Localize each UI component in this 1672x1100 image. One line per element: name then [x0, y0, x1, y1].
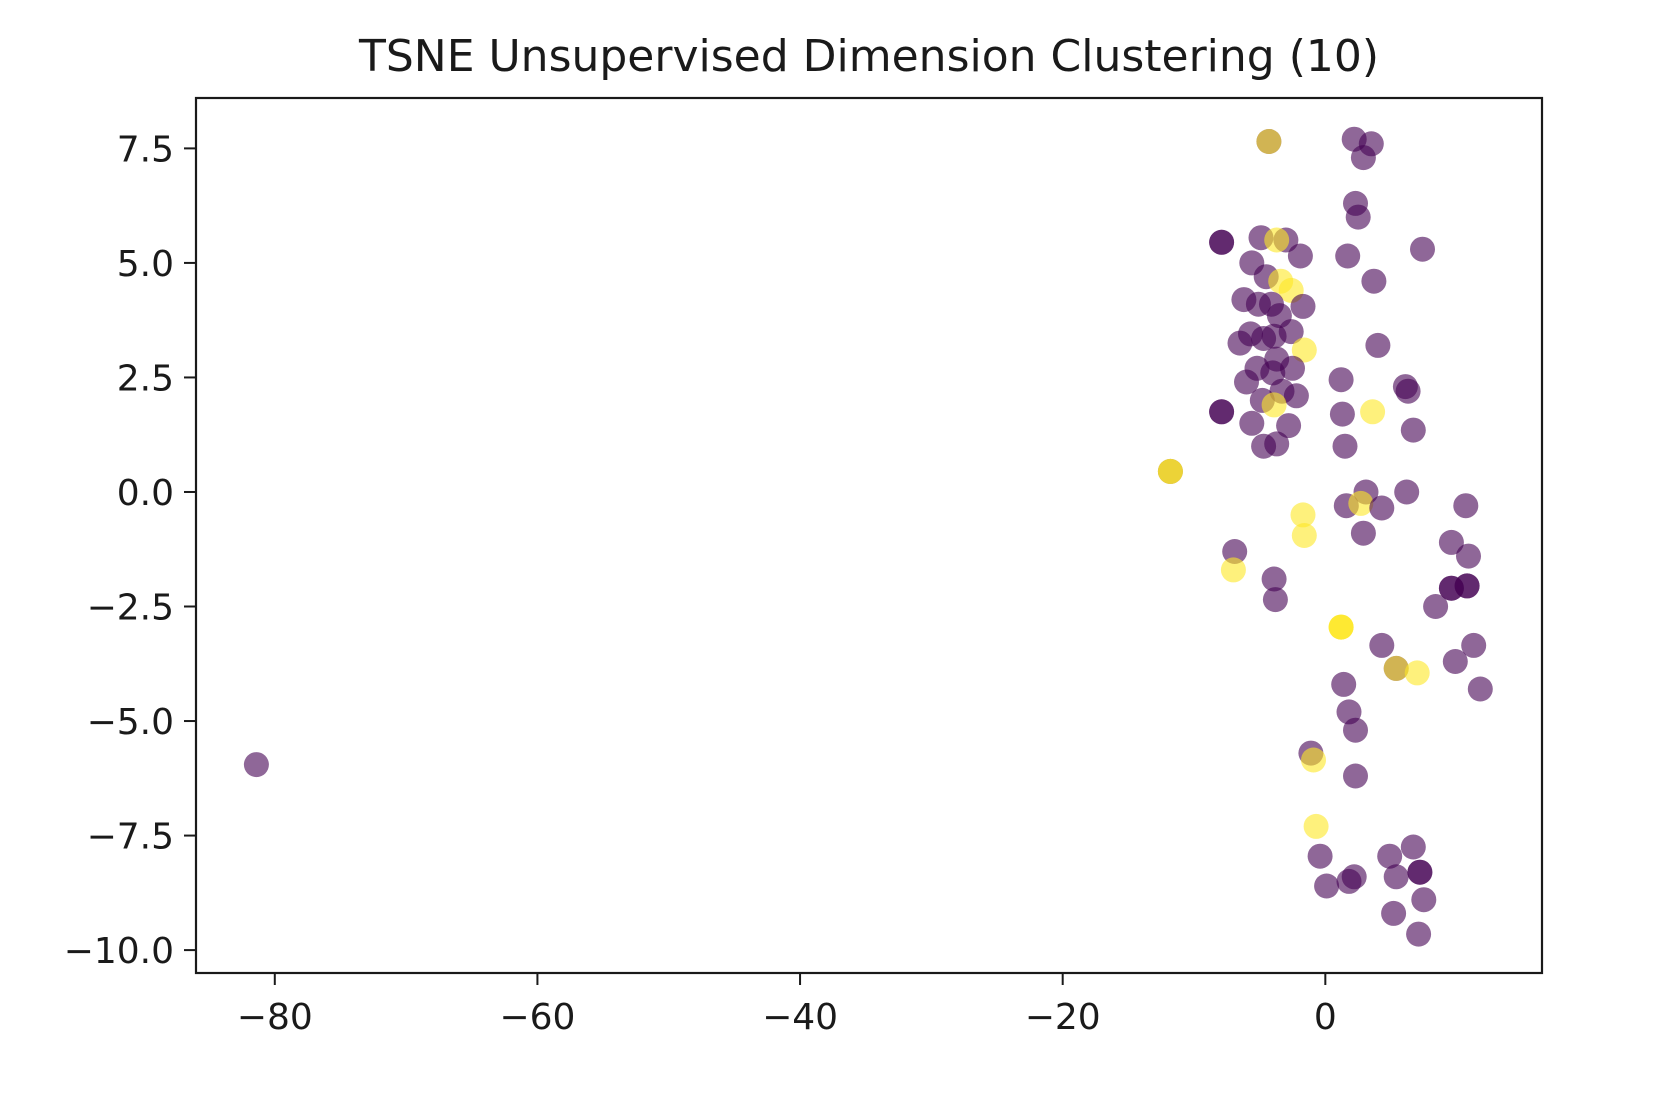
data-point-42 — [1209, 399, 1235, 425]
data-point-46 — [1264, 431, 1290, 457]
y-tick-label-3: 0.0 — [117, 473, 174, 514]
data-point-66 — [1350, 520, 1376, 546]
data-point-63 — [1453, 493, 1479, 519]
data-point-71 — [1261, 566, 1287, 592]
data-point-70 — [1220, 557, 1246, 583]
data-point-51 — [1365, 332, 1391, 358]
data-point-30 — [1227, 330, 1253, 356]
data-point-80 — [1328, 614, 1354, 640]
data-point-36 — [1234, 369, 1259, 395]
y-tick-label-7: −10.0 — [64, 931, 174, 972]
data-point-96 — [1400, 834, 1426, 860]
data-point-69 — [1222, 539, 1248, 564]
data-point-68 — [1456, 543, 1481, 569]
data-point-49 — [1329, 401, 1355, 427]
data-point-95 — [1307, 843, 1333, 869]
data-point-9 — [1335, 243, 1361, 269]
plot-frame — [194, 96, 1544, 975]
data-point-2 — [1256, 129, 1282, 154]
data-point-105 — [1381, 900, 1407, 926]
data-point-47 — [1328, 367, 1354, 393]
data-point-92 — [1301, 747, 1326, 773]
y-axis: 7.5 5.0 2.5 0.0 −2.5 −5.0 −7.5 −10.0 — [64, 129, 196, 972]
x-tick-label-1: −60 — [499, 997, 575, 1038]
data-point-93 — [1343, 763, 1368, 789]
data-point-53 — [1395, 378, 1421, 404]
data-point-54 — [1400, 417, 1426, 443]
data-point-43 — [1239, 410, 1265, 436]
data-point-29 — [1278, 319, 1304, 345]
data-point-59 — [1394, 479, 1420, 505]
x-axis: −80 −60 −40 −20 0 — [237, 973, 1337, 1038]
data-point-102 — [1336, 868, 1362, 894]
data-point-44 — [1276, 413, 1302, 439]
data-point-103 — [1314, 873, 1340, 899]
data-point-62 — [1369, 495, 1395, 521]
data-point-72 — [1262, 587, 1288, 613]
data-point-0 — [243, 752, 269, 778]
chart-title: TSNE Unsupervised Dimension Clustering (… — [358, 31, 1379, 82]
y-tick-label-2: 2.5 — [117, 358, 174, 399]
y-tick-label-0: 7.5 — [117, 129, 174, 170]
data-point-8 — [1410, 236, 1435, 262]
data-point-85 — [1383, 655, 1409, 681]
data-point-88 — [1331, 671, 1357, 697]
data-point-64 — [1290, 502, 1316, 528]
data-point-65 — [1291, 523, 1317, 548]
y-tick-label-6: −7.5 — [87, 817, 174, 858]
x-tick-label-2: −40 — [762, 997, 838, 1038]
data-point-76 — [1454, 573, 1480, 599]
data-point-24 — [1290, 293, 1316, 319]
data-point-61 — [1348, 490, 1374, 516]
x-tick-label-3: −20 — [1025, 997, 1101, 1038]
data-point-16 — [1287, 243, 1313, 269]
data-point-99 — [1407, 859, 1433, 885]
data-point-7 — [1345, 204, 1371, 230]
data-point-94 — [1303, 813, 1329, 839]
y-tick-label-1: 5.0 — [117, 244, 174, 285]
data-point-106 — [1406, 921, 1432, 947]
data-point-31 — [1291, 337, 1317, 363]
x-tick-label-0: −80 — [237, 997, 313, 1038]
data-point-77 — [1423, 594, 1449, 619]
data-point-57 — [1157, 458, 1183, 484]
x-tick-label-4: 0 — [1314, 997, 1337, 1038]
data-point-10 — [1361, 268, 1387, 294]
data-point-40 — [1261, 392, 1287, 418]
data-point-12 — [1209, 229, 1235, 255]
y-tick-label-4: −2.5 — [87, 588, 174, 629]
data-point-90 — [1343, 717, 1368, 743]
data-points — [243, 126, 1493, 947]
data-point-81 — [1369, 632, 1395, 658]
data-point-67 — [1438, 529, 1464, 555]
data-point-100 — [1383, 864, 1409, 890]
data-point-86 — [1404, 660, 1430, 686]
data-point-104 — [1411, 887, 1437, 913]
data-point-87 — [1467, 676, 1493, 702]
data-point-15 — [1264, 227, 1290, 253]
y-tick-label-5: −5.0 — [87, 702, 174, 743]
data-point-82 — [1461, 632, 1487, 658]
data-point-83 — [1442, 649, 1468, 674]
data-point-38 — [1283, 383, 1309, 409]
data-point-5 — [1350, 145, 1376, 171]
data-point-35 — [1280, 355, 1305, 381]
data-point-48 — [1360, 399, 1386, 425]
data-point-50 — [1332, 433, 1358, 459]
data-point-97 — [1377, 843, 1403, 869]
